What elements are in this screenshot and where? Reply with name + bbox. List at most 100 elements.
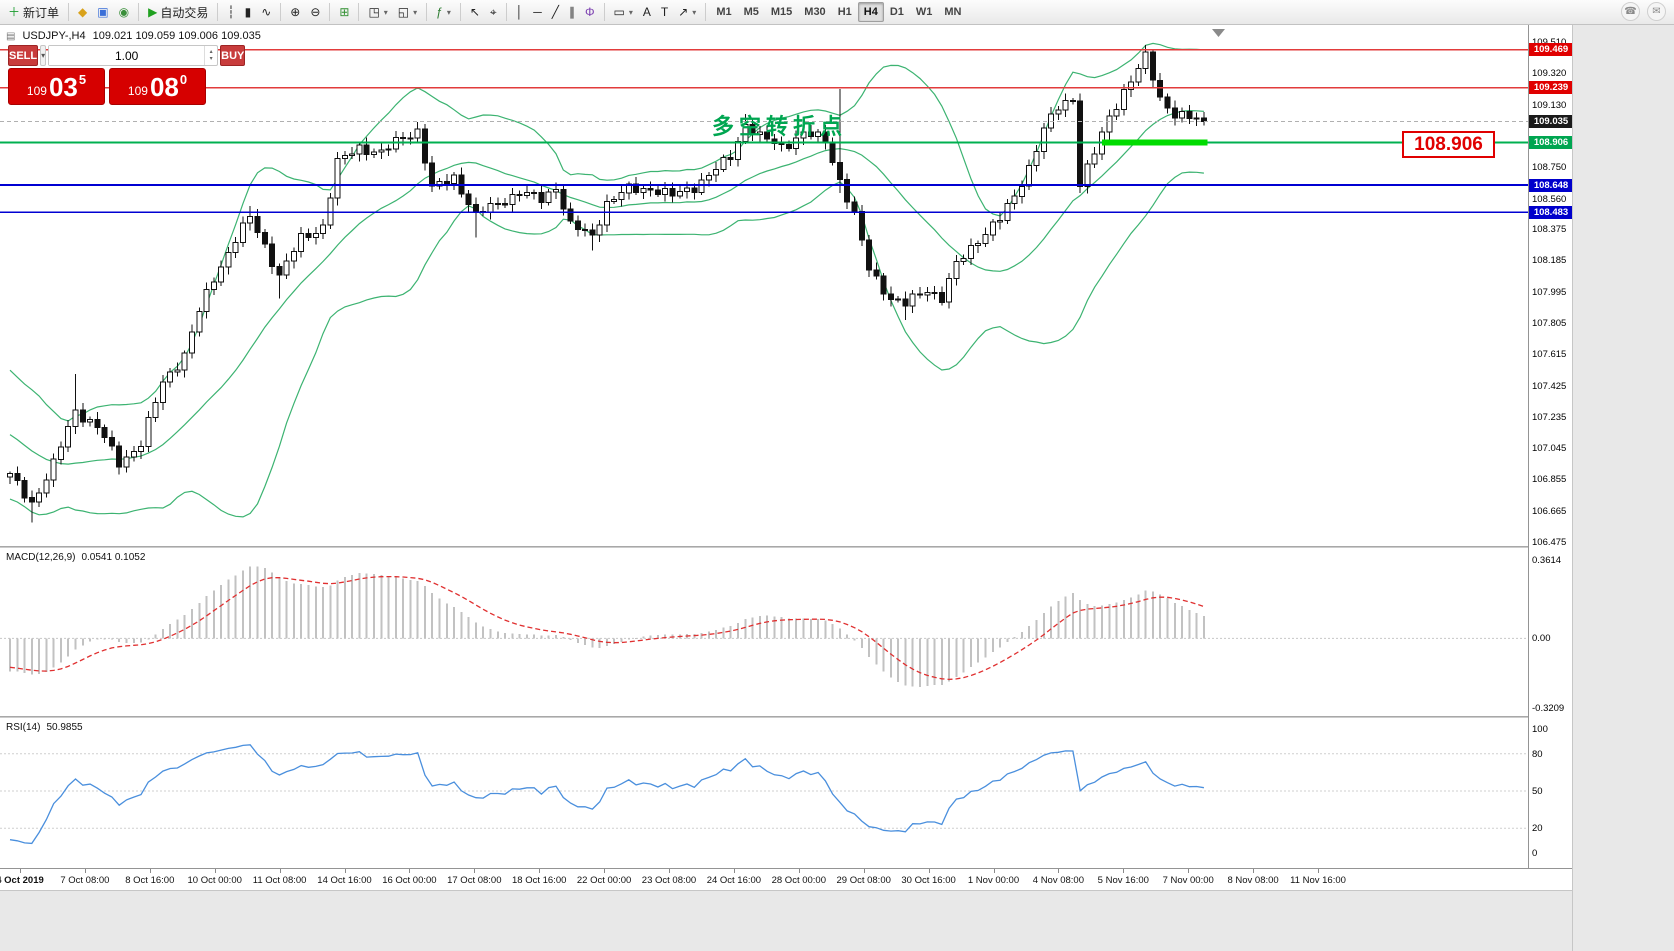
rsi-value: 50.9855 (46, 722, 83, 733)
macd-histogram (9, 566, 1205, 687)
text-label-button[interactable]: T (656, 2, 673, 22)
timeframe-m5-button[interactable]: M5 (743, 6, 759, 18)
toolbar-separator (705, 3, 707, 21)
time-axis[interactable]: 4 Oct 2019 7 Oct 08:00 8 Oct 16:00 10 Oct 0… (0, 868, 1572, 890)
time-tick-label: 8 Oct 16:00 (125, 875, 175, 886)
timeframe-m15-button[interactable]: M15 (770, 6, 793, 18)
timeframe-w1-button[interactable]: W1 (915, 6, 933, 18)
tile-windows-button[interactable]: ⊞ (334, 2, 354, 22)
shapes-icon: ▭ (613, 5, 625, 19)
rsi-axis-label: 100 (1532, 724, 1548, 735)
chart-annotation[interactable]: 多空转折点 (712, 114, 848, 139)
toolbar-separator (68, 3, 70, 21)
time-tick (1058, 869, 1060, 873)
time-tick (474, 869, 476, 873)
time-tick (214, 869, 216, 873)
price-axis[interactable]: 109.510 109.320 109.130 108.750 108.560 108.3… (1528, 25, 1572, 868)
shapes-button[interactable]: ▭ ▾ (609, 2, 638, 22)
new-chart-button[interactable]: ◳ ▾ (363, 2, 392, 22)
one-click-menu-button[interactable]: ▾ (40, 45, 47, 66)
timeframe-m30-button[interactable]: M30 (804, 6, 826, 18)
panel-splitter-macd[interactable] (0, 546, 1572, 548)
line-chart-button[interactable]: ∿ (256, 2, 276, 22)
timeframe-mn-button[interactable]: MN (944, 6, 962, 18)
new-order-button[interactable]: ＋新订单 (3, 2, 64, 22)
main-chart[interactable] (0, 25, 1528, 546)
profiles-button[interactable]: ◱ ▾ (393, 2, 422, 22)
profiles-icon: ◱ (397, 5, 410, 19)
time-tick (733, 869, 735, 873)
time-tick-label: 14 Oct 16:00 (317, 875, 372, 886)
candlestick-chart-button[interactable]: ▮ (240, 2, 257, 22)
equidistant-channel-icon: ∥ (568, 5, 575, 19)
time-tick-label: 24 Oct 16:00 (706, 875, 762, 886)
timeframe-h4-button[interactable]: H4 (857, 2, 884, 22)
market-watch-button[interactable]: ◆ (73, 2, 92, 22)
price-tick-label: 109.320 (1532, 68, 1567, 80)
support-thick-segment (1102, 139, 1208, 146)
lot-size-input[interactable] (49, 46, 205, 65)
trendline-button[interactable]: ╱ (547, 2, 564, 22)
time-tick-label: 11 Nov 16:00 (1290, 875, 1346, 886)
time-tick-label: 8 Nov 08:00 (1227, 875, 1279, 886)
toolbar-separator (505, 3, 507, 21)
macd-axis-label: 0.3614 (1532, 555, 1562, 566)
sell-button[interactable]: SELL (8, 45, 39, 66)
horizontal-line-button[interactable]: ─ (528, 2, 547, 22)
time-tick-label: 18 Oct 16:00 (511, 875, 567, 886)
zoom-in-button[interactable]: ⊕ (285, 2, 305, 22)
zoom-in-icon: ⊕ (290, 5, 301, 19)
data-window-button[interactable]: ▣ (92, 2, 113, 22)
sell-price-display[interactable]: 109 03 5 (8, 68, 105, 105)
time-tick-label: 1 Nov 00:00 (967, 875, 1020, 886)
fibonacci-icon: Φ (584, 5, 595, 19)
price-tick-label: 108.750 (1532, 162, 1567, 174)
zoom-out-button[interactable]: ⊖ (305, 2, 325, 22)
rsi-name: RSI(14) (6, 722, 41, 733)
toolbar: ＋新订单 ◆ ▣ ◉ ▶ 自动交易 ┆ ▮ ∿ ⊕ ⊖ ⊞ ◳ ▾ ◱ ▾ ƒ ▾ ↖ ⌖ │ ─ ╱ ∥ Φ ▭ ▾ A T ↗ ▾ M1 M… (0, 0, 1674, 25)
time-tick-label: 29 Oct 08:00 (836, 875, 891, 886)
timeframe-m1-button[interactable]: M1 (716, 6, 732, 18)
text-button[interactable]: A (638, 2, 656, 22)
lot-decrease-button[interactable]: ▾ (209, 55, 213, 62)
navigator-icon: ◉ (118, 5, 130, 19)
cursor-button[interactable]: ↖ (465, 2, 485, 22)
time-tick (1318, 869, 1319, 873)
macd-panel[interactable] (0, 548, 1528, 716)
price-tick-label: 108.375 (1532, 224, 1567, 235)
buy-button[interactable]: BUY (220, 45, 246, 66)
tile-windows-icon: ⊞ (339, 5, 350, 19)
vertical-line-button[interactable]: │ (511, 2, 529, 22)
level-price-label[interactable]: 108.906 (1402, 131, 1495, 158)
crosshair-button[interactable]: ⌖ (485, 2, 502, 22)
timeframe-d1-button[interactable]: D1 (889, 6, 904, 18)
price-tick-label: 108.185 (1532, 255, 1567, 267)
timeframe-h1-button[interactable]: H1 (837, 6, 852, 18)
macd-label: MACD(12,26,9) 0.0541 0.1052 (6, 552, 145, 563)
lot-increase-button[interactable]: ▴ (209, 48, 213, 55)
text-label-icon: T (660, 5, 669, 19)
zoom-out-icon: ⊖ (310, 5, 321, 19)
price-badge: 108.648 (1529, 178, 1572, 192)
rsi-panel[interactable] (0, 718, 1528, 868)
time-tick (1188, 869, 1190, 873)
fibonacci-button[interactable]: Φ (580, 2, 600, 22)
panel-splitter-rsi[interactable] (0, 716, 1572, 718)
toolbar-separator (459, 3, 461, 21)
buy-price-display[interactable]: 109 08 0 (109, 68, 206, 105)
auto-trading-button[interactable]: ▶ 自动交易 (143, 2, 213, 22)
bar-chart-button[interactable]: ┆ (222, 2, 239, 22)
equidistant-channel-button[interactable]: ∥ (564, 2, 580, 22)
navigator-button[interactable]: ◉ (114, 2, 134, 22)
time-tick-label: 4 Oct 2019 (0, 875, 44, 886)
indicators-button[interactable]: ƒ ▾ (431, 2, 456, 22)
time-tick-label: 7 Nov 00:00 (1162, 875, 1214, 886)
right-dock (1572, 25, 1674, 951)
price-badge: 108.483 (1529, 205, 1572, 219)
price-tick-label: 106.475 (1532, 537, 1567, 548)
phone-float-button[interactable]: ☎ (1621, 2, 1640, 21)
sell-price-sup: 5 (78, 72, 87, 87)
chat-float-button[interactable]: ✉ (1647, 2, 1666, 21)
arrows-button[interactable]: ↗ ▾ (673, 2, 701, 22)
